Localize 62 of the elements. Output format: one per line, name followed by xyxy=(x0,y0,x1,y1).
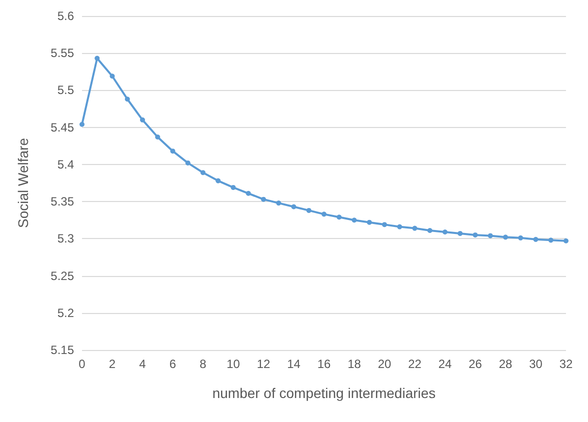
point xyxy=(322,212,326,217)
y-tick-label: 5.2 xyxy=(57,306,74,320)
point xyxy=(261,196,266,202)
x-tick-label: 6 xyxy=(169,357,176,371)
y-tick-label: 5.15 xyxy=(50,343,74,357)
point xyxy=(503,234,508,240)
point xyxy=(366,220,372,225)
point xyxy=(291,204,296,210)
point xyxy=(80,122,84,127)
point xyxy=(412,226,418,231)
y-tick-label: 5.55 xyxy=(50,46,74,60)
point xyxy=(336,214,342,220)
x-tick-label: 14 xyxy=(287,357,301,371)
point xyxy=(124,96,130,102)
point xyxy=(306,208,312,213)
x-tick-label: 32 xyxy=(559,357,573,371)
x-tick-label: 18 xyxy=(348,357,362,371)
point xyxy=(276,200,282,206)
x-tick-label: 0 xyxy=(78,357,86,371)
point xyxy=(155,134,160,140)
point xyxy=(382,222,387,228)
point xyxy=(533,236,538,242)
x-tick-label: 12 xyxy=(256,357,270,371)
point xyxy=(488,233,493,238)
point xyxy=(397,224,402,230)
x-tick-label: 26 xyxy=(468,357,482,371)
point xyxy=(427,228,432,233)
x-tick-label: 2 xyxy=(108,357,116,371)
x-tick-label: 30 xyxy=(529,357,543,371)
point xyxy=(110,74,115,79)
x-tick-label: 16 xyxy=(317,357,331,371)
y-axis-title: Social Welfare xyxy=(15,138,31,228)
point xyxy=(518,235,524,240)
point xyxy=(564,238,568,244)
y-tick-label: 5.25 xyxy=(50,268,74,283)
y-tick-label: 5.45 xyxy=(50,120,74,134)
x-axis-title: number of competing intermediaries xyxy=(212,385,436,401)
y-tick-label: 5.4 xyxy=(57,157,74,172)
x-tick-label: 20 xyxy=(378,357,392,371)
point xyxy=(140,117,145,122)
point xyxy=(458,230,463,236)
point xyxy=(170,148,176,154)
x-tick-label: 22 xyxy=(408,357,422,371)
point xyxy=(352,218,357,223)
point xyxy=(216,178,221,184)
point xyxy=(230,184,236,190)
point xyxy=(548,238,554,243)
x-tick-label: 28 xyxy=(498,357,512,371)
y-tick-label: 5.3 xyxy=(57,232,74,246)
y-tick-label: 5.5 xyxy=(57,83,74,98)
x-tick-label: 10 xyxy=(226,357,240,371)
y-tick-label: 5.6 xyxy=(57,9,74,23)
point xyxy=(94,56,100,61)
point xyxy=(200,170,206,176)
x-tick-label: 8 xyxy=(200,357,207,371)
point xyxy=(246,190,251,196)
x-tick-label: 4 xyxy=(139,357,146,371)
point xyxy=(472,232,478,238)
point xyxy=(185,160,190,166)
x-tick-label: 24 xyxy=(438,357,452,371)
y-tick-label: 5.35 xyxy=(50,194,74,209)
point xyxy=(442,229,448,234)
